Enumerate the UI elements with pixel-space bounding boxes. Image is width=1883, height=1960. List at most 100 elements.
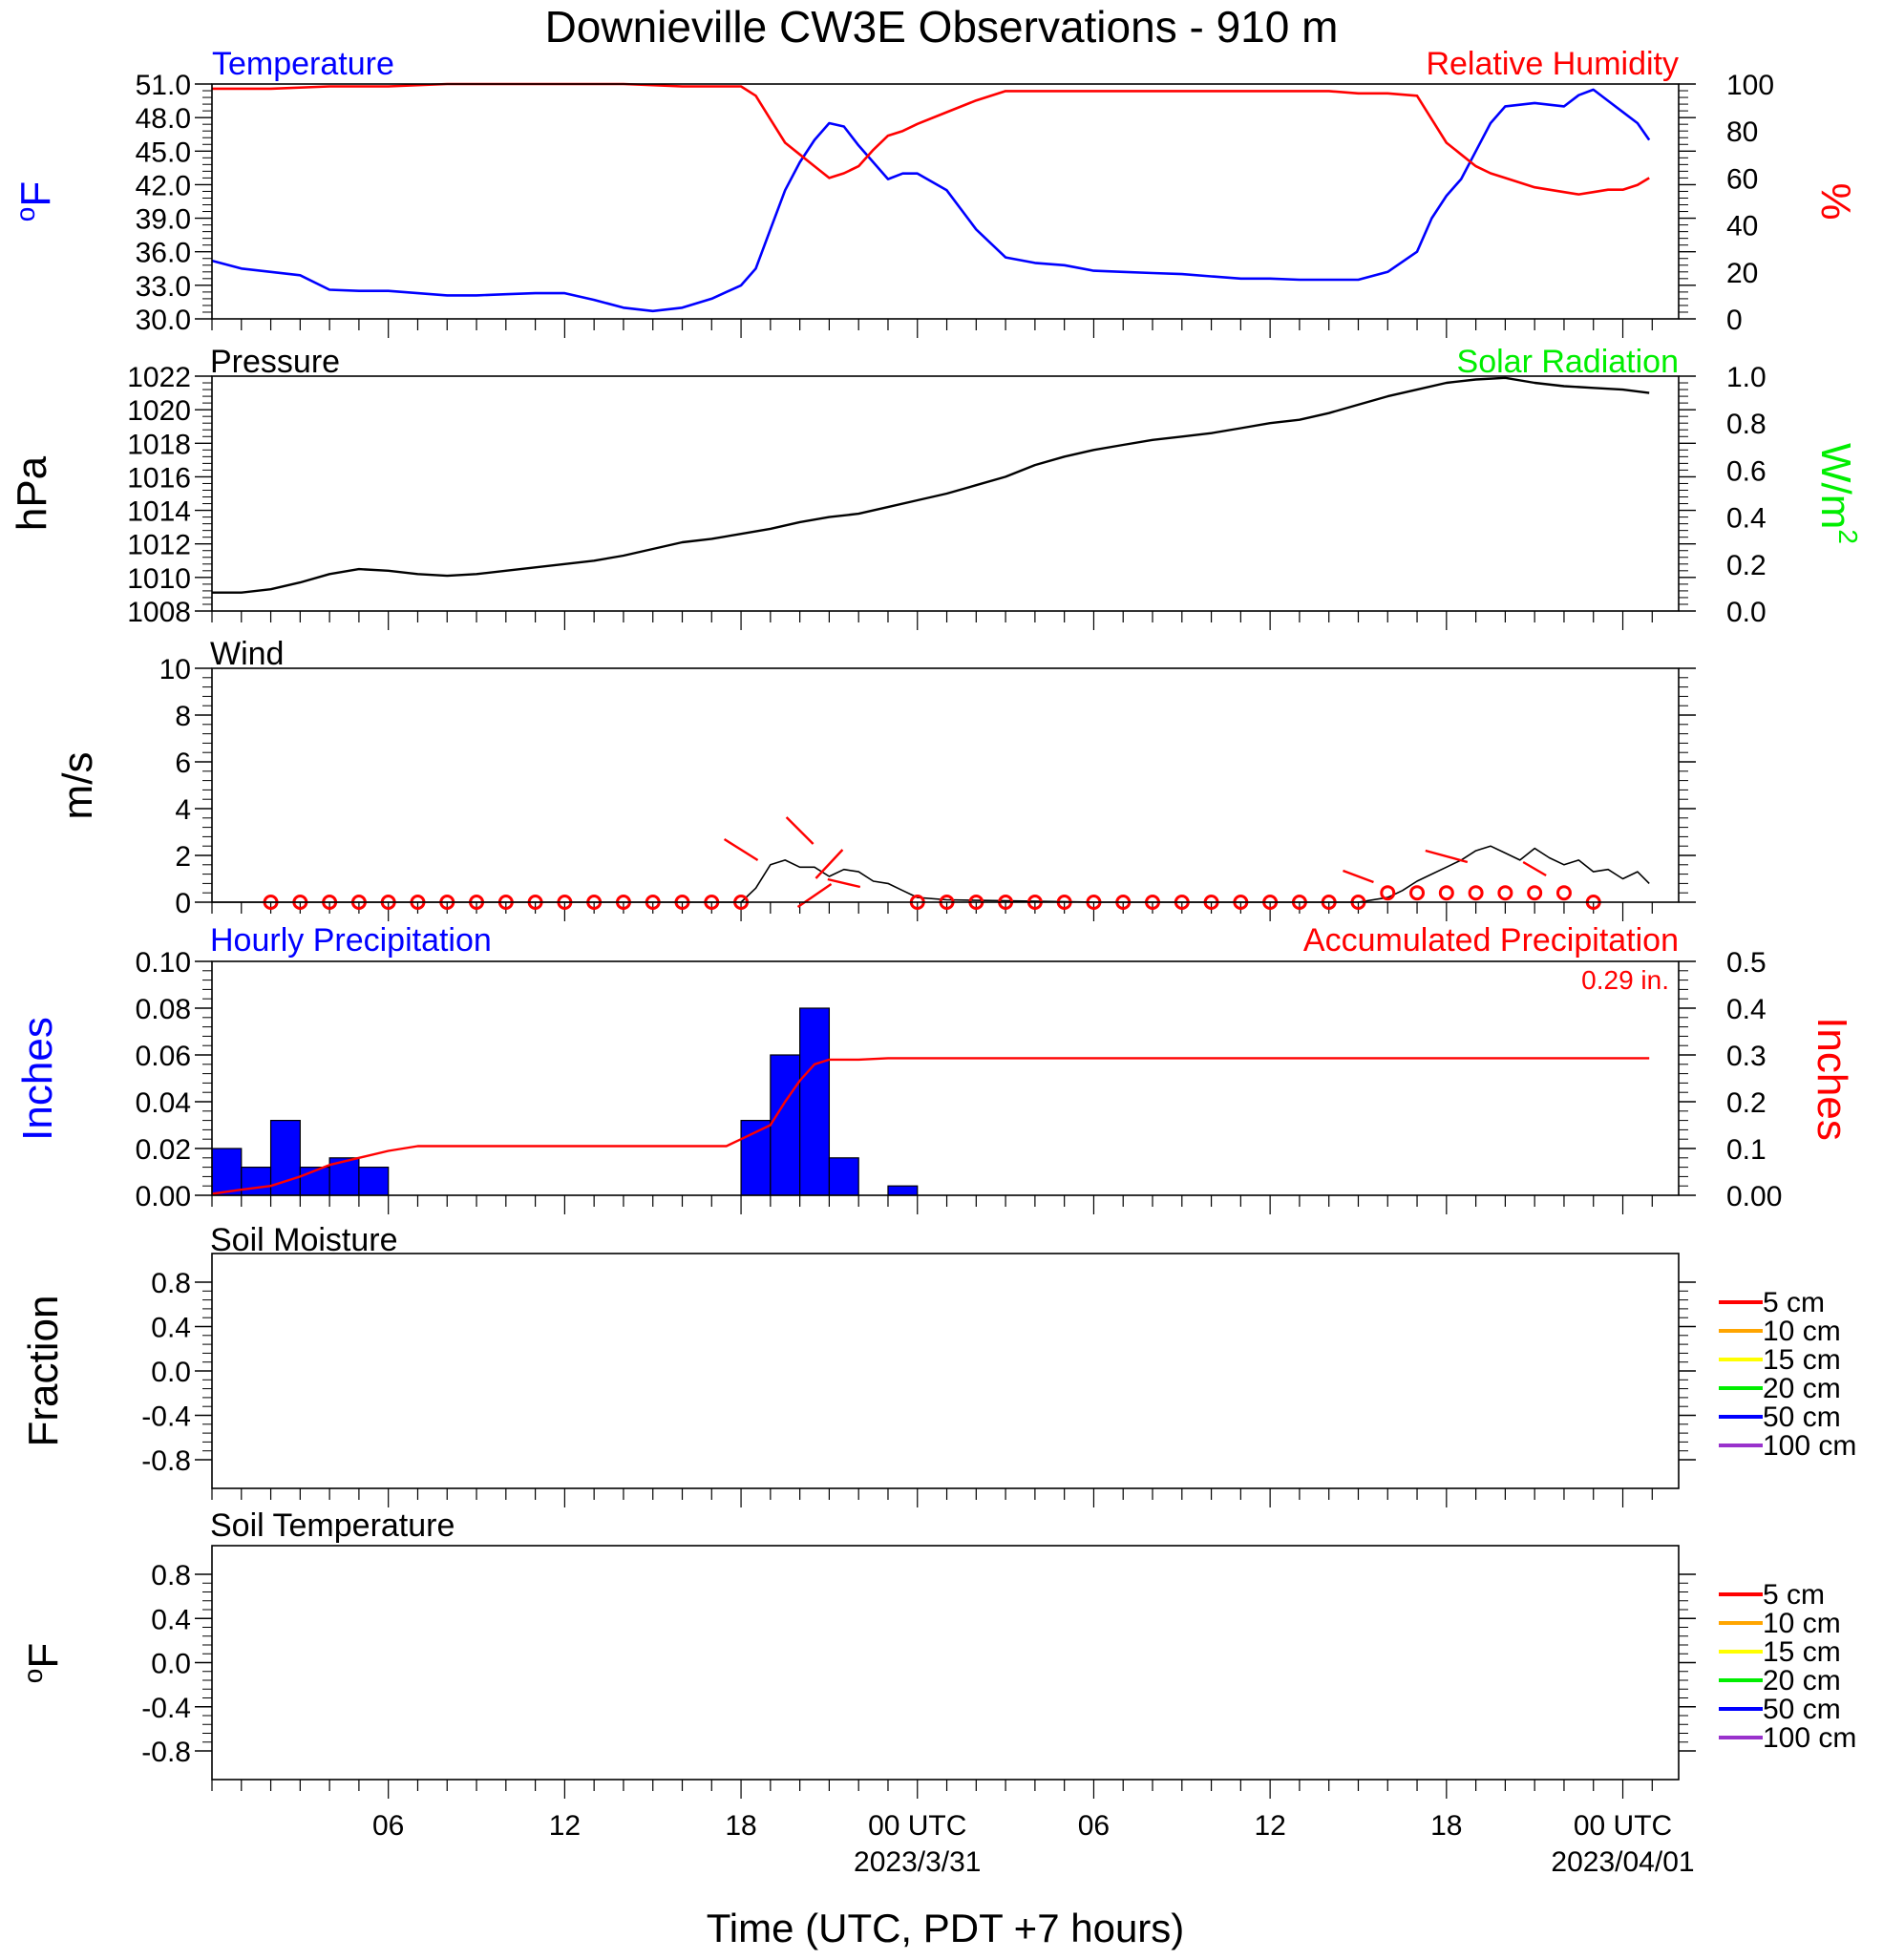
hourly-precip-title: Hourly Precipitation — [210, 922, 492, 959]
temperature-title: Temperature — [212, 46, 394, 82]
legend-label: 100 cm — [1763, 1722, 1856, 1754]
legend-label: 50 cm — [1763, 1402, 1841, 1433]
panel-soil-temp: -0.8 -0.4 0.0 0.4 0.8 Soil Temperature oF 5 … — [18, 1507, 1856, 1799]
wind-calm-marker — [1555, 885, 1572, 901]
hourly-precip-bar — [799, 1007, 831, 1196]
humidity-line — [212, 82, 1650, 196]
hourly-precip-bar — [358, 1166, 390, 1196]
wind-barb — [1522, 860, 1547, 877]
soil-moisture-unit: Fraction — [20, 1296, 67, 1447]
st-y-tick-label: 0.0 — [151, 1649, 191, 1680]
pres-right-tick-label: 0.8 — [1726, 409, 1767, 440]
sm-y-tick-label: 0.4 — [151, 1313, 191, 1344]
pres-y-tick-label: 1014 — [127, 496, 191, 528]
precip-plot — [211, 1007, 1650, 1196]
soil-moisture-title: Soil Moisture — [210, 1222, 398, 1258]
legend-label: 10 cm — [1763, 1608, 1841, 1639]
sm-y-tick-label: 0.0 — [151, 1357, 191, 1388]
pres-y-tick-label: 1022 — [127, 362, 191, 393]
pres-right-tick-label: 1.0 — [1726, 362, 1767, 393]
temp-right-tick-label: 40 — [1726, 211, 1758, 242]
temperature-unit-letter: F — [12, 181, 59, 207]
wind-y-tick-label: 6 — [175, 748, 191, 779]
panel-precip: 0.00 0.02 0.04 0.06 0.08 0.10 0.00 0.1 0.2 0.3 0.4… — [14, 922, 1855, 1214]
legend-label: 100 cm — [1763, 1430, 1856, 1462]
legend-label: 15 cm — [1763, 1344, 1841, 1376]
hourly-precip-bar — [211, 1148, 243, 1196]
temp-rh-plot — [211, 82, 1651, 313]
x-tick-label: 06 — [372, 1810, 404, 1842]
hourly-precip-bar — [770, 1054, 801, 1196]
wind-barb — [827, 877, 861, 889]
accum-precip-line — [211, 1057, 1650, 1195]
pressure-title: Pressure — [210, 344, 340, 380]
wind-calm-marker — [1409, 885, 1426, 901]
wind-speed-line — [212, 845, 1650, 903]
precip-right-tick-label: 0.1 — [1726, 1134, 1767, 1166]
x-tick-label: 18 — [1430, 1810, 1462, 1842]
hourly-precip-bar — [269, 1119, 301, 1196]
sm-y-tick-label: -0.4 — [141, 1402, 191, 1433]
temp-y-tick-label: 42.0 — [136, 170, 191, 201]
st-y-tick-label: 0.8 — [151, 1560, 191, 1591]
temp-right-tick-label: 0 — [1726, 305, 1743, 336]
panel-soil-moisture: -0.8 -0.4 0.0 0.4 0.8 Soil Moisture Fraction… — [20, 1222, 1856, 1507]
wind-calm-marker — [1438, 885, 1454, 901]
wind-y-tick-label: 10 — [159, 654, 191, 685]
precip-total-label: 0.29 in. — [1581, 965, 1669, 995]
temp-right-tick-label: 100 — [1726, 70, 1774, 101]
precip-frame — [211, 960, 1680, 1196]
wind-frame — [211, 667, 1680, 903]
pressure-unit: hPa — [9, 455, 55, 531]
legend-label: 50 cm — [1763, 1694, 1841, 1725]
pres-y-tick-label: 1016 — [127, 462, 191, 494]
legend-label: 5 cm — [1763, 1287, 1825, 1318]
panel-temp-rh: 30.033.036.039.042.045.048.051.0 0 20 40 60 8… — [11, 46, 1859, 338]
wind-barb — [796, 883, 833, 908]
precip-y-tick-label: 0.06 — [136, 1041, 191, 1072]
temp-right-tick-label: 20 — [1726, 258, 1758, 289]
wind-y-tick-label: 4 — [175, 794, 191, 826]
soil-temp-grid-ticks: -0.8 -0.4 0.0 0.4 0.8 — [141, 1560, 1696, 1799]
pres-y-tick-label: 1008 — [127, 597, 191, 628]
precip-y-tick-label: 0.02 — [136, 1134, 191, 1166]
wind-barb — [1343, 869, 1374, 884]
x-tick-label: 18 — [725, 1810, 756, 1842]
pres-right-tick-label: 0.4 — [1726, 503, 1767, 535]
temperature-unit-degree: o — [11, 207, 40, 222]
pres-right-tick-label: 0.0 — [1726, 597, 1767, 628]
x-axis-labels: 06 12 18 00 UTC 2023/3/31 06 12 18 00 UTC 2023/04… — [372, 1810, 1695, 1878]
solar-unit-sup: 2 — [1833, 529, 1863, 544]
legend-label: 15 cm — [1763, 1636, 1841, 1668]
legend-label: 10 cm — [1763, 1316, 1841, 1347]
humidity-unit: % — [1812, 182, 1859, 220]
legend-label: 5 cm — [1763, 1579, 1825, 1611]
pres-y-tick-label: 1010 — [127, 563, 191, 595]
temp-rh-frame — [211, 83, 1680, 320]
temp-y-tick-label: 39.0 — [136, 204, 191, 236]
soil-temp-unit-letter: F — [20, 1643, 67, 1669]
wind-barb — [723, 837, 759, 862]
x-tick-date: 2023/04/01 — [1551, 1846, 1694, 1878]
wind-barb — [1425, 849, 1469, 864]
humidity-title: Relative Humidity — [1426, 46, 1679, 82]
wind-barb — [815, 849, 844, 879]
wind-y-tick-label: 8 — [175, 701, 191, 732]
precip-right-tick-label: 0.4 — [1726, 994, 1767, 1025]
wind-barb — [785, 816, 815, 845]
x-tick-label: 00 UTC — [1574, 1810, 1672, 1842]
pres-y-tick-label: 1018 — [127, 429, 191, 460]
solar-title: Solar Radiation — [1457, 344, 1679, 380]
pres-y-tick-label: 1012 — [127, 530, 191, 561]
wind-y-tick-label: 0 — [175, 888, 191, 919]
temperature-unit: oF — [11, 181, 59, 221]
temp-y-tick-label: 48.0 — [136, 103, 191, 135]
pres-y-tick-label: 1020 — [127, 395, 191, 427]
temp-right-tick-label: 80 — [1726, 116, 1758, 148]
precip-y-tick-label: 0.04 — [136, 1087, 191, 1119]
precip-grid-ticks: 0.00 0.02 0.04 0.06 0.08 0.10 0.00 0.1 0.2 0.3 0.4… — [136, 947, 1782, 1214]
x-tick-label: 12 — [549, 1810, 581, 1842]
